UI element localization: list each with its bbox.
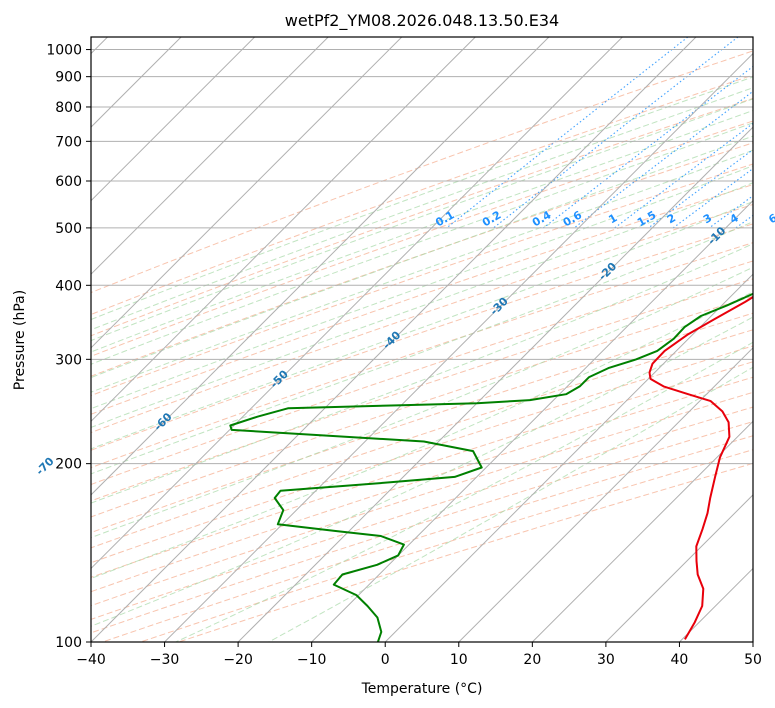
isotherm-line xyxy=(679,567,753,642)
x-tick-label: −30 xyxy=(150,652,180,668)
isotherm-label: -60 xyxy=(151,410,174,433)
x-tick-label: 40 xyxy=(671,652,689,668)
isotherm-line xyxy=(752,641,753,642)
isotherm-label: -50 xyxy=(268,367,291,390)
y-tick-label: 800 xyxy=(55,100,82,116)
mixing-ratio-line xyxy=(614,122,753,229)
axes: −40 −30 −20 −10 0 10 20 30 40 50 1000 900 800 700 600 5… xyxy=(46,43,762,668)
mixing-ratio-label: 1.5 xyxy=(635,208,658,229)
y-tick-label: 900 xyxy=(55,70,82,86)
dry-adiabat xyxy=(91,74,753,316)
isotherm-line xyxy=(311,199,753,642)
dry-adiabat xyxy=(91,203,753,434)
dry-adiabat xyxy=(91,97,753,337)
dry-adiabat xyxy=(91,329,753,549)
mixing-ratio-line xyxy=(735,214,753,229)
isotherm-line xyxy=(91,37,697,642)
dry-adiabat xyxy=(91,50,753,294)
x-tick-label: −10 xyxy=(297,652,327,668)
isotherm-line xyxy=(91,37,403,349)
y-tick-label: 100 xyxy=(55,635,82,651)
plot-frame xyxy=(90,36,754,643)
x-tick-label: −40 xyxy=(76,652,106,668)
profile-lines xyxy=(229,292,753,642)
isotherm-line xyxy=(91,37,623,570)
x-tick-label: 30 xyxy=(597,652,615,668)
moist-adiabat xyxy=(91,76,753,321)
chart-title: wetPf2_YM08.2026.048.13.50.E34 xyxy=(285,11,559,31)
x-tick-label: 50 xyxy=(744,652,762,668)
dry-adiabat xyxy=(91,278,753,502)
dry-adiabat xyxy=(91,184,753,415)
isotherm-line xyxy=(458,347,753,642)
dry-adiabat xyxy=(91,376,753,593)
x-axis-title: Temperature (°C) xyxy=(361,681,483,697)
mixing-ratio-line xyxy=(672,167,753,229)
y-tick-label: 500 xyxy=(55,221,82,237)
isotherm-line xyxy=(91,37,550,496)
y-tick-label: 400 xyxy=(55,278,82,294)
y-axis-title: Pressure (hPa) xyxy=(12,290,28,390)
dry-adiabat xyxy=(91,242,753,469)
temperature-profile xyxy=(648,295,753,640)
dry-adiabat xyxy=(91,223,753,451)
x-tick-label: 0 xyxy=(381,652,390,668)
mixing-ratio-label: 3 xyxy=(701,211,714,226)
moist-adiabat xyxy=(91,98,753,342)
isotherm-line xyxy=(531,420,753,642)
isotherm-line xyxy=(91,37,476,423)
isotherm-label: -30 xyxy=(488,295,511,318)
y-tick-label: 1000 xyxy=(46,43,82,59)
mixing-ratio-label: 2 xyxy=(665,211,678,226)
y-tick-label: 300 xyxy=(55,352,82,368)
x-tick-label: −20 xyxy=(223,652,253,668)
moist-adiabat xyxy=(91,182,753,428)
mixing-ratio-line xyxy=(708,195,753,229)
moist-adiabat xyxy=(91,316,753,627)
isotherm-label: -20 xyxy=(596,260,619,283)
moist-adiabat xyxy=(91,165,753,410)
line-labels: -100-90-80-70-60-50-40-30-20-10010203040… xyxy=(33,208,775,478)
isotherm-line xyxy=(605,494,753,642)
moist-adiabat xyxy=(91,149,753,393)
dewpoint-profile xyxy=(229,292,753,642)
mixing-ratio-label: 6 xyxy=(766,211,775,226)
isotherm-label: -40 xyxy=(380,328,403,351)
mixing-ratio-label: 0.4 xyxy=(530,208,554,229)
isotherm-line xyxy=(164,52,753,642)
isotherm-line xyxy=(91,37,256,202)
moist-adiabat xyxy=(91,266,753,539)
mixing-ratio-line xyxy=(543,65,753,229)
y-tick-label: 600 xyxy=(55,174,82,190)
y-tick-label: 700 xyxy=(55,134,82,150)
mixing-ratio-label: 1 xyxy=(606,211,619,226)
x-tick-label: 20 xyxy=(523,652,541,668)
isotherm-label: -70 xyxy=(33,455,56,478)
dry-adiabat xyxy=(91,295,753,518)
isotherm-line xyxy=(237,126,753,642)
dry-adiabat xyxy=(91,163,753,397)
dry-adiabat xyxy=(178,462,753,642)
dry-adiabat xyxy=(91,345,753,564)
moist-adiabat xyxy=(91,87,753,331)
isotherm-line xyxy=(91,37,329,275)
x-tick-label: 10 xyxy=(450,652,468,668)
y-tick-label: 200 xyxy=(55,457,82,473)
moist-adiabat xyxy=(91,200,753,450)
background-lines xyxy=(91,37,753,642)
mixing-ratio-line xyxy=(493,37,739,229)
isotherm-line xyxy=(384,273,753,642)
moist-adiabat xyxy=(91,109,753,353)
moist-adiabat xyxy=(268,366,753,642)
mixing-ratio-line xyxy=(573,90,753,229)
